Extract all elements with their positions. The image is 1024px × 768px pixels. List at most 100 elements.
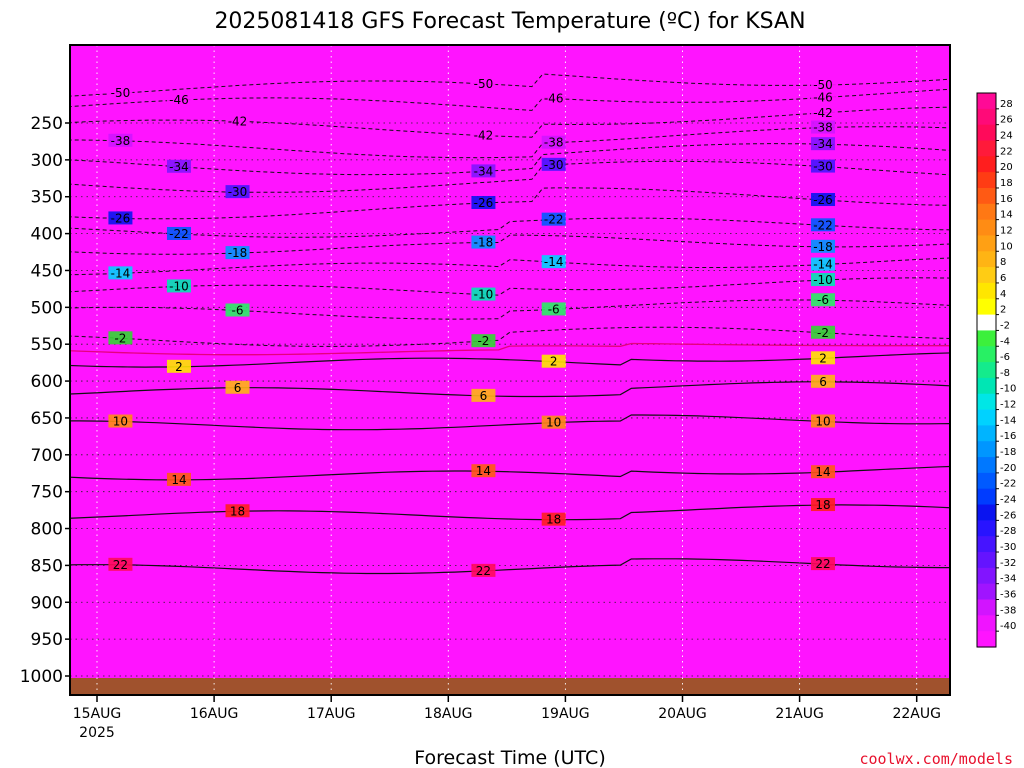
contour-label-bg: [541, 91, 566, 105]
colorbar-swatch: [977, 457, 996, 474]
plot-frame: [69, 44, 951, 696]
colorbar-label: -18: [1000, 447, 1016, 458]
contour-label: -50: [813, 78, 833, 92]
isotherm-line: [70, 143, 950, 176]
contour-label: 14: [815, 465, 830, 479]
colorbar-swatch: [977, 393, 996, 411]
contour-label-bg: [811, 465, 836, 479]
contour-label: 18: [546, 513, 561, 527]
contour-label-bg: [471, 563, 496, 577]
contour-label: 14: [476, 464, 491, 478]
colorbar-label: -30: [1000, 542, 1016, 553]
contour-label: 10: [815, 415, 830, 429]
colorbar-label: 2: [1000, 305, 1006, 316]
colorbar-label: -36: [1000, 590, 1016, 601]
isotherm-line: [70, 414, 950, 431]
contour-label: 18: [815, 498, 830, 512]
contour-label-bg: [811, 78, 836, 92]
colorbar-swatch: [977, 362, 996, 379]
contour-label-bg: [108, 414, 133, 428]
isotherm-line: [70, 558, 950, 575]
contour-label-bg: [541, 415, 566, 429]
colorbar-swatch: [977, 583, 996, 601]
y-tick-label: 250: [31, 114, 63, 134]
colorbar-swatch: [977, 488, 996, 506]
temperature-bands: [70, 45, 950, 695]
contour-label: -2: [477, 334, 489, 348]
contour-label-bg: [225, 246, 250, 260]
isotherm-line: [70, 106, 950, 138]
x-tick-label: 19AUG: [541, 706, 590, 722]
contour-label: -46: [169, 93, 189, 107]
contour-label-bg: [541, 135, 566, 149]
colorbar-swatch: [977, 251, 996, 268]
colorbar-swatch: [977, 377, 996, 395]
y-tick-label: 800: [31, 520, 63, 540]
colorbar-label: -40: [1000, 621, 1016, 632]
contour-label-bg: [811, 257, 836, 271]
contour-label: -46: [544, 91, 564, 105]
contour-label: -18: [228, 246, 248, 260]
contour-label-bg: [471, 76, 496, 90]
y-tick-label: 550: [31, 335, 63, 355]
y-tick-label: 500: [31, 298, 63, 318]
colorbar-swatch: [977, 504, 996, 521]
contour-label-bg: [471, 164, 496, 178]
colorbar-label: 18: [1000, 178, 1013, 189]
isotherm-line: [70, 187, 950, 220]
contour-label: 10: [113, 415, 128, 429]
contour-label-bg: [471, 287, 496, 301]
isotherm-line: [70, 299, 950, 320]
colorbar-label: -8: [1000, 368, 1010, 379]
y-tick-label: 350: [31, 188, 63, 208]
contour-label: -42: [474, 129, 494, 143]
colorbar-label: -28: [1000, 526, 1016, 537]
credit-text: coolwx.com/models: [859, 750, 1013, 768]
contour-label-bg: [811, 105, 836, 119]
contour-label: -22: [544, 213, 564, 227]
isotherm-line: [70, 465, 950, 481]
colorbar-swatch: [977, 314, 996, 332]
colorbar-label: 20: [1000, 162, 1013, 173]
y-tick-label: 900: [31, 593, 63, 613]
colorbar-swatch: [977, 615, 996, 632]
contour-label: -34: [813, 137, 833, 151]
contour-label: -22: [169, 227, 189, 241]
contour-label: 2: [819, 351, 827, 365]
time-gridlines: [96, 45, 918, 695]
colorbar-label: 10: [1000, 241, 1013, 252]
contour-label: 14: [171, 473, 186, 487]
colorbar-label: 26: [1000, 115, 1013, 126]
colorbar-swatch: [977, 520, 996, 537]
colorbar-swatch: [977, 298, 996, 316]
contour-label-bg: [108, 86, 133, 100]
colorbar-swatch: [977, 409, 996, 426]
contour-label-bg: [225, 185, 250, 199]
contour-label: -22: [813, 218, 833, 232]
contour-label: 2: [175, 360, 183, 374]
contour-label: -38: [544, 136, 564, 150]
colorbar-swatch: [977, 93, 996, 110]
contour-label: 22: [113, 558, 128, 572]
x-tick-label: 18AUG: [424, 706, 473, 722]
contour-label-bg: [811, 239, 836, 253]
contour-label-bg: [541, 302, 566, 316]
contour-label-bg: [811, 325, 836, 339]
contour-label: -2: [817, 326, 829, 340]
contour-label: 10: [546, 416, 561, 430]
colorbar-label: 4: [1000, 289, 1006, 300]
colorbar-label: 14: [1000, 210, 1013, 221]
contour-label: -26: [474, 196, 494, 210]
contour-label-bg: [225, 380, 250, 394]
y-tick-label: 300: [31, 151, 63, 171]
colorbar-label: -20: [1000, 463, 1016, 474]
colorbar-label: 12: [1000, 225, 1013, 236]
contour-label-bg: [108, 331, 133, 345]
contour-label: 22: [476, 564, 491, 578]
contour-label: 2: [550, 355, 558, 369]
contour-label: -38: [813, 121, 833, 135]
contour-label: -46: [813, 91, 833, 105]
contour-label-bg: [811, 90, 836, 104]
contour-label-bg: [225, 303, 250, 317]
